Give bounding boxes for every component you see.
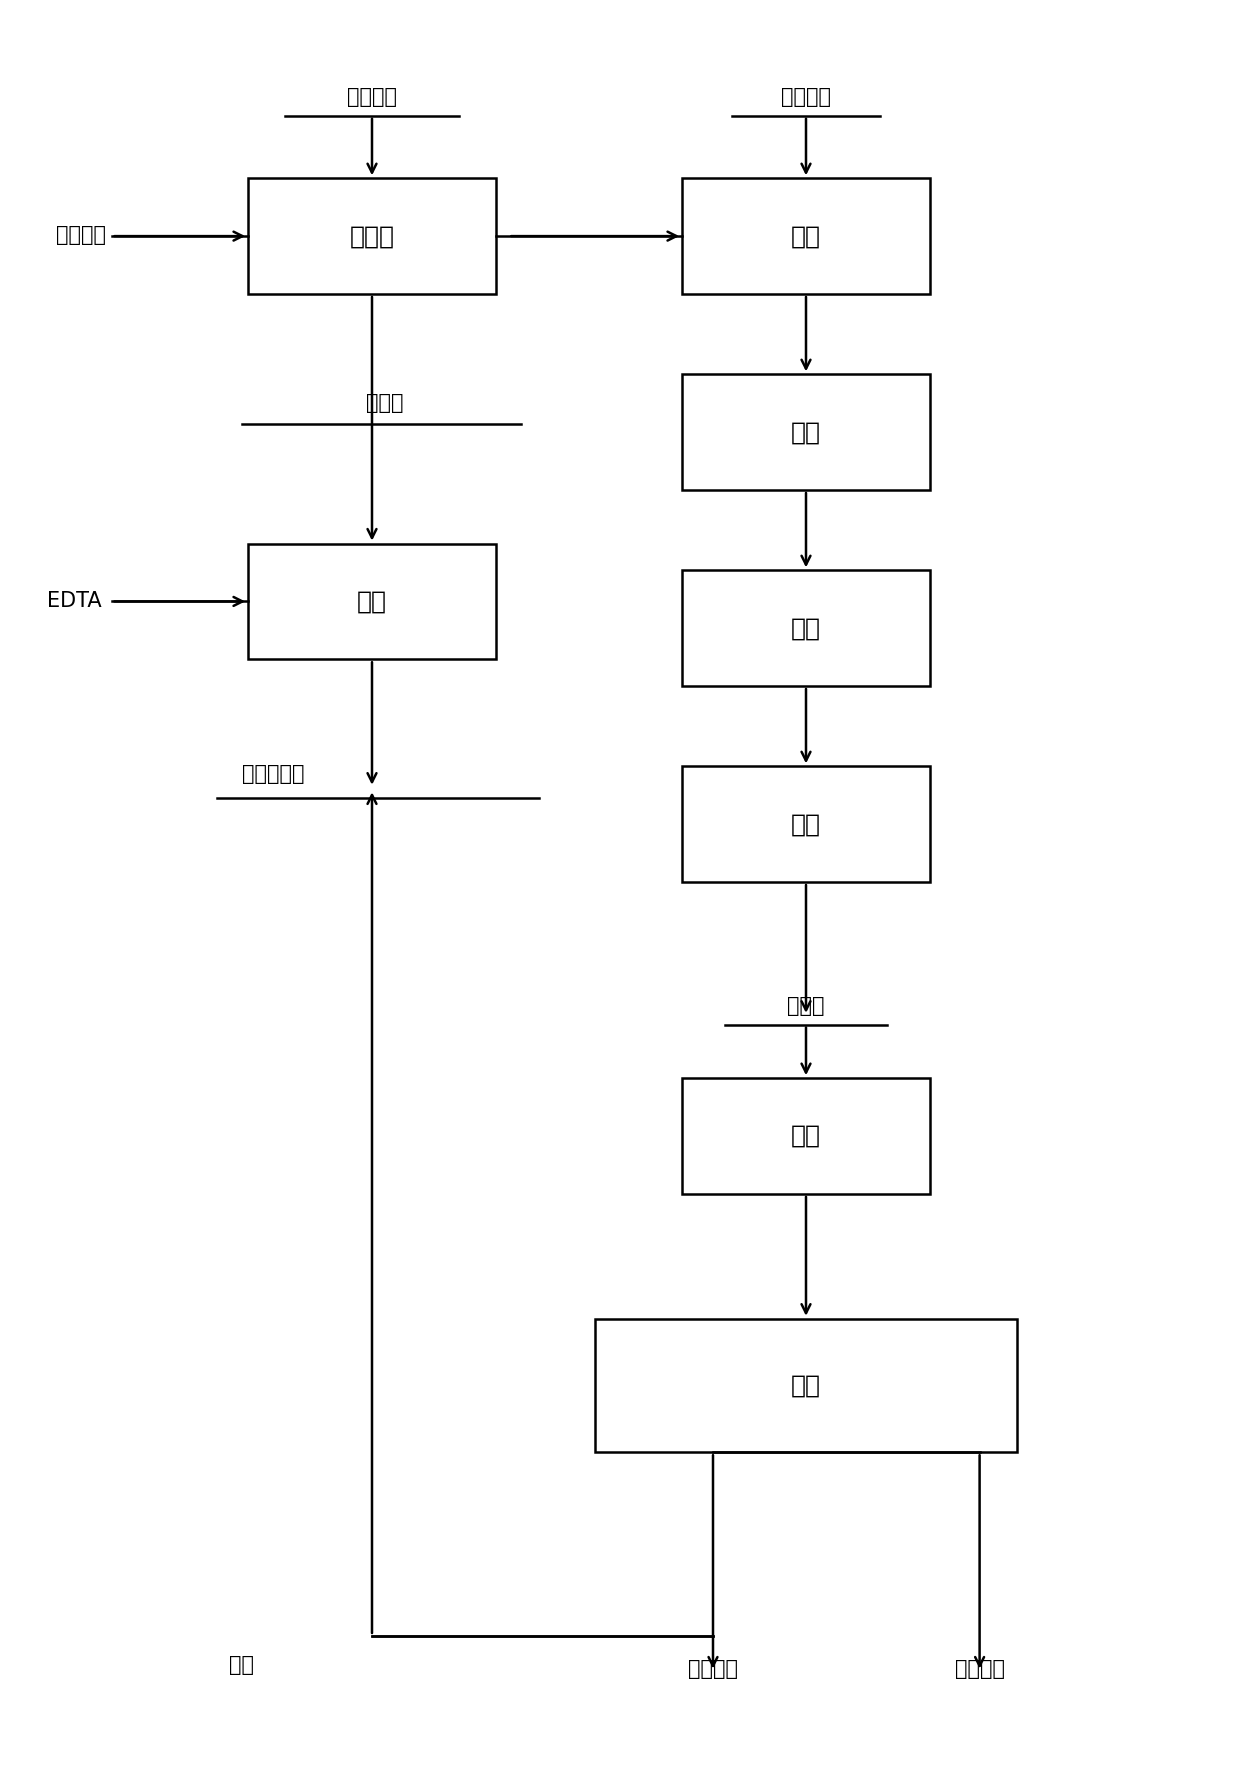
Text: 过滤: 过滤: [791, 617, 821, 640]
Bar: [248, 544, 496, 659]
Bar: [248, 178, 496, 294]
Text: 预处理: 预处理: [350, 225, 394, 248]
Text: 沉降: 沉降: [791, 421, 821, 444]
Text: 混合物: 混合物: [787, 996, 825, 1016]
Text: 磁性絮凝剂: 磁性絮凝剂: [242, 764, 304, 784]
Text: 熟化粉: 熟化粉: [366, 394, 403, 413]
Bar: [682, 766, 930, 882]
Text: EDTA: EDTA: [47, 590, 102, 611]
Bar: [682, 178, 930, 294]
Text: 搅拌: 搅拌: [791, 225, 821, 248]
Text: 干燥: 干燥: [791, 813, 821, 836]
Text: 赤泥料扥: 赤泥料扥: [781, 87, 831, 107]
Text: 硫磷混酸: 硫磷混酸: [56, 225, 105, 246]
Text: 磁性物质: 磁性物质: [688, 1659, 738, 1679]
Bar: [682, 570, 930, 686]
Text: 改性: 改性: [357, 590, 387, 613]
Bar: [682, 374, 930, 490]
Text: 赤泥干矿: 赤泥干矿: [955, 1659, 1004, 1679]
Text: 磁铁矿粉: 磁铁矿粉: [347, 87, 397, 107]
Text: 活化: 活化: [229, 1655, 254, 1675]
Text: 磁选: 磁选: [791, 1374, 821, 1397]
Text: 研磨: 研磨: [791, 1124, 821, 1148]
Bar: [682, 1078, 930, 1194]
Bar: [595, 1319, 1017, 1452]
